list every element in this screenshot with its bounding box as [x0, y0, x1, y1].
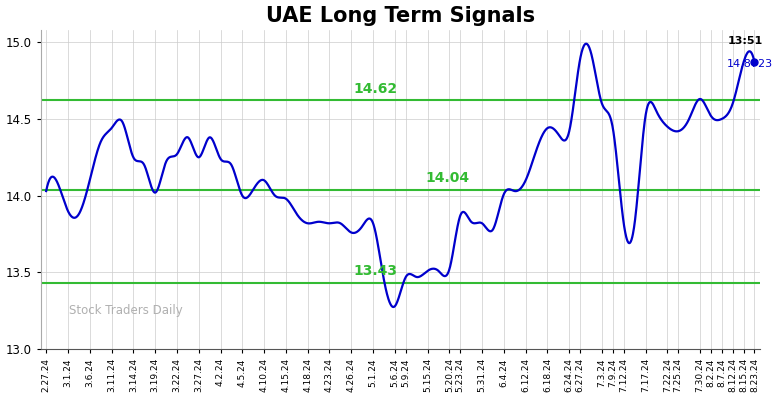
Title: UAE Long Term Signals: UAE Long Term Signals [266, 6, 535, 25]
Text: 14.62: 14.62 [354, 82, 397, 96]
Text: 13.43: 13.43 [354, 265, 397, 279]
Text: 14.04: 14.04 [426, 171, 470, 185]
Text: 13:51: 13:51 [728, 36, 763, 46]
Text: Stock Traders Daily: Stock Traders Daily [70, 304, 183, 317]
Text: 14.8723: 14.8723 [728, 59, 773, 69]
